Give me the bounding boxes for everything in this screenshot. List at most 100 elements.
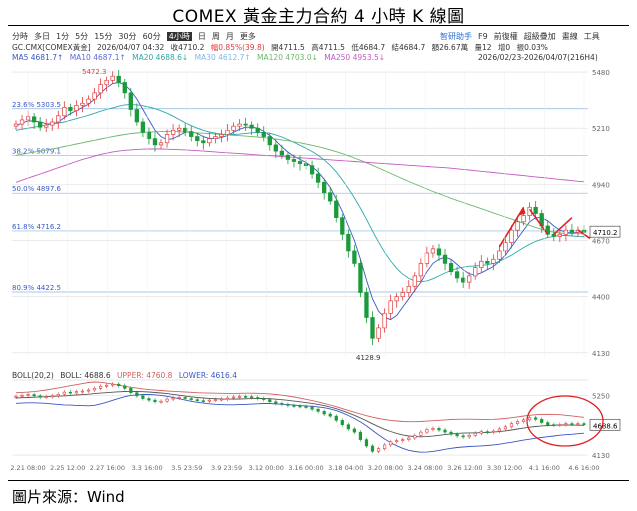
- trend-arrow-down: [528, 208, 549, 235]
- candle-body-17: [116, 75, 121, 83]
- tool-item-3[interactable]: 超級疊加: [523, 32, 556, 41]
- period-tab-0[interactable]: 分時: [12, 32, 28, 41]
- candle-body-74: [460, 277, 466, 283]
- x-tick-label-6: 3.12 00:00: [249, 464, 284, 472]
- period-tab-1[interactable]: 多日: [34, 32, 50, 41]
- candle-body-84: [521, 215, 526, 223]
- boll-candle-body-67: [419, 431, 423, 436]
- candle-body-54: [340, 217, 345, 235]
- quote-turnover: 振0.03%: [516, 43, 548, 52]
- ma250-legend: MA250 4953.5↓: [324, 53, 386, 62]
- boll-candle-body-24: [159, 400, 163, 403]
- x-tick-label-0: 2.21 08:00: [10, 464, 45, 472]
- ma5-legend: MA5 4681.7↑: [12, 53, 64, 62]
- boll-candle-body-49: [310, 406, 314, 410]
- tool-item-1[interactable]: F9: [478, 32, 488, 41]
- candle-body-22: [146, 132, 152, 139]
- x-tick-label-8: 3.18 04:00: [328, 464, 363, 472]
- period-tab-5[interactable]: 30分: [118, 32, 137, 41]
- period-tab-9[interactable]: 周: [211, 32, 220, 41]
- boll-candle-body-44: [280, 403, 284, 405]
- boll-candle-body-91: [564, 423, 568, 425]
- candle-body-41: [261, 132, 266, 137]
- y-tick-label-5: 4130: [592, 350, 610, 358]
- candle-body-32: [207, 138, 212, 144]
- candle-body-46: [291, 159, 297, 162]
- chart-frame: [10, 28, 622, 478]
- tool-item-4[interactable]: 畫線: [561, 32, 578, 41]
- boll-candle-body-87: [540, 419, 544, 423]
- candle-body-82: [509, 229, 514, 243]
- candle-body-31: [201, 140, 206, 144]
- period-tab-3[interactable]: 5分: [75, 32, 89, 41]
- boll-upper-legend: UPPER: 4760.8: [117, 371, 173, 380]
- fib-label-4: 80.9% 4422.5: [12, 284, 61, 292]
- candle-body-77: [479, 260, 484, 268]
- quote-amount: 額26.67萬: [431, 43, 469, 52]
- boll-candle-body-79: [491, 430, 495, 433]
- boll-candle-body-14: [98, 385, 103, 389]
- boll-candle-body-46: [292, 405, 296, 407]
- period-tab-4[interactable]: 15分: [94, 32, 113, 41]
- boll-candle-body-55: [346, 424, 350, 430]
- x-tick-label-1: 2.25 12:00: [50, 464, 85, 472]
- candle-body-9: [68, 107, 73, 111]
- boll-candle-body-41: [262, 398, 266, 400]
- boll-candle-body-50: [316, 408, 320, 412]
- boll-last-label: 4688.6: [593, 422, 618, 430]
- candle-body-26: [170, 129, 176, 135]
- fib-label-2: 50.0% 4897.6: [12, 185, 62, 193]
- candle-body-44: [279, 150, 285, 156]
- boll-line-upper: [15, 381, 585, 423]
- candle-body-49: [309, 165, 315, 175]
- tool-toolbar: 智研助手 F9 前復權 超級疊加 畫線 工具: [440, 31, 606, 42]
- boll-candle-body-30: [195, 399, 199, 401]
- candle-body-50: [315, 173, 321, 183]
- boll-candle-body-21: [141, 395, 145, 399]
- ma-line-ma5: [15, 82, 585, 321]
- y-tick-label-2: 4940: [592, 181, 610, 189]
- candle-body-38: [243, 123, 248, 126]
- boll-candle-body-85: [528, 417, 532, 421]
- boll-candle-body-81: [503, 426, 508, 430]
- boll-line-boll: [15, 390, 585, 438]
- tool-item-2[interactable]: 前復權: [493, 32, 518, 41]
- x-tick-label-5: 3.9 23:59: [211, 464, 242, 472]
- candle-body-72: [448, 263, 454, 273]
- candle-body-29: [189, 132, 194, 137]
- candle-body-63: [394, 296, 399, 302]
- period-tab-11[interactable]: 更多: [239, 32, 256, 41]
- trend-arrowhead-up: [518, 207, 526, 216]
- candle-body-45: [285, 154, 291, 160]
- ma30-legend: MA30 4612.7↑: [194, 53, 251, 62]
- tool-item-5[interactable]: 工具: [583, 32, 600, 41]
- boll-candle-body-31: [201, 400, 205, 402]
- candle-body-37: [237, 123, 242, 127]
- candle-body-68: [424, 252, 430, 264]
- x-tick-label-10: 3.24 08:00: [408, 464, 443, 472]
- period-tab-6[interactable]: 60分: [142, 32, 161, 41]
- tool-item-0[interactable]: 智研助手: [440, 32, 472, 41]
- x-tick-label-4: 3.5 23:59: [171, 464, 202, 472]
- period-tab-2[interactable]: 1分: [56, 32, 70, 41]
- candle-body-62: [388, 300, 393, 314]
- period-tab-8[interactable]: 日: [197, 32, 206, 41]
- boll-candle-body-10: [74, 391, 79, 394]
- x-tick-label-13: 4.1 16:00: [529, 464, 560, 472]
- candle-body-78: [485, 260, 490, 264]
- candle-body-36: [231, 125, 236, 131]
- ma20-legend: MA20 4688.6↓: [132, 53, 189, 62]
- period-tab-10[interactable]: 月: [225, 32, 234, 41]
- source-note: 圖片來源：Wind: [12, 488, 125, 506]
- boll-candle-body-73: [455, 433, 459, 437]
- boll-candle-body-32: [207, 399, 211, 402]
- period-tab-7[interactable]: 4小時: [166, 32, 192, 41]
- candle-body-25: [164, 134, 170, 144]
- candle-body-51: [322, 181, 327, 194]
- candle-body-4: [38, 121, 43, 128]
- boll-candle-body-23: [153, 399, 157, 403]
- candle-body-70: [436, 248, 442, 256]
- boll-candle-body-20: [135, 392, 139, 397]
- candle-body-58: [364, 292, 369, 318]
- candle-body-15: [104, 80, 109, 85]
